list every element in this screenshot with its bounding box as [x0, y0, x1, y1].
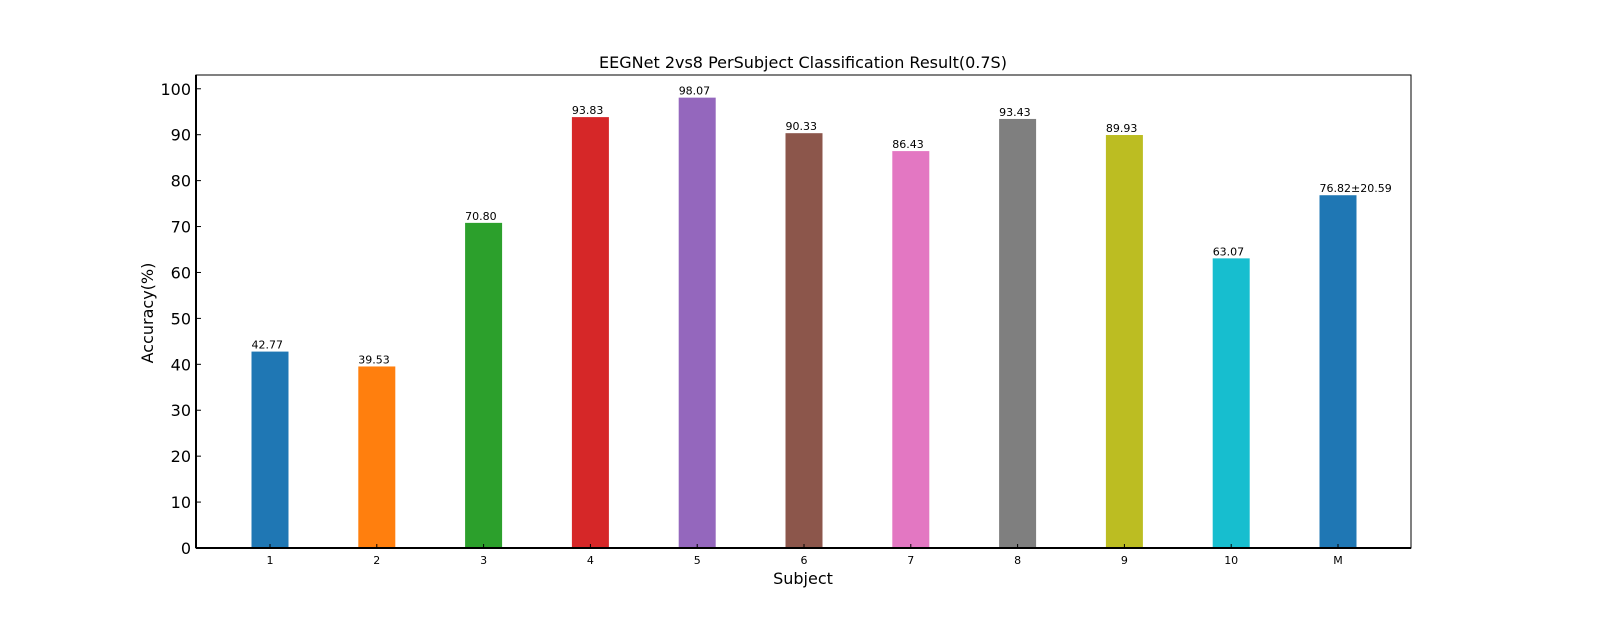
bar-subject-8 [999, 118, 1037, 549]
bar-value-label: 89.93 [1106, 122, 1138, 135]
bar-subject-9 [1105, 135, 1143, 548]
bar-value-label: 39.53 [358, 353, 390, 366]
x-tick-label: 9 [1121, 554, 1128, 567]
bar-subject-6 [785, 133, 823, 548]
bar-value-label: 93.43 [999, 106, 1031, 119]
y-tick-label: 90 [171, 126, 191, 145]
bar-subject-2 [358, 366, 396, 548]
y-axis: 0 10 20 30 40 50 60 70 80 90 100 [160, 80, 201, 558]
x-tick-label: 7 [907, 554, 914, 567]
y-tick-label: 100 [160, 80, 191, 99]
x-tick-label: 3 [480, 554, 487, 567]
bar-value-label: 76.82±20.59 [1320, 182, 1392, 195]
bar-subject-M [1319, 195, 1357, 548]
y-tick-label: 0 [181, 539, 191, 558]
x-tick-label: M [1333, 554, 1343, 567]
bar-value-label: 63.07 [1213, 245, 1245, 258]
bar-subject-3 [465, 222, 503, 548]
bar-subject-4 [571, 117, 609, 548]
x-tick-label: 8 [1014, 554, 1021, 567]
bar-subject-10 [1212, 258, 1250, 548]
x-tick-label: 10 [1224, 554, 1238, 567]
y-tick-label: 30 [171, 401, 191, 420]
bar-subject-1 [251, 351, 289, 548]
bar-value-label: 70.80 [465, 210, 497, 223]
y-tick-label: 20 [171, 447, 191, 466]
y-tick-label: 60 [171, 263, 191, 282]
x-tick-label: 2 [373, 554, 380, 567]
y-tick-label: 40 [171, 355, 191, 374]
x-axis-label: Subject [773, 569, 833, 588]
y-axis-label: Accuracy(%) [138, 263, 157, 364]
bar-value-label: 42.77 [252, 339, 284, 352]
bar-subject-5 [678, 97, 716, 548]
x-tick-label: 6 [801, 554, 808, 567]
bar-subject-7 [892, 151, 930, 548]
x-tick-label: 5 [694, 554, 701, 567]
y-tick-label: 80 [171, 172, 191, 191]
y-tick-label: 70 [171, 218, 191, 237]
bar-value-label: 90.33 [786, 120, 818, 133]
x-tick-label: 4 [587, 554, 594, 567]
y-tick-label: 50 [171, 309, 191, 328]
bar-value-label: 86.43 [892, 138, 924, 151]
chart-title: EEGNet 2vs8 PerSubject Classification Re… [599, 53, 1007, 72]
bar-value-label: 93.83 [572, 104, 604, 117]
bar-value-label: 98.07 [679, 85, 711, 98]
x-tick-label: 1 [267, 554, 274, 567]
bars-group: 42.77 39.53 70.80 93.83 98.07 90.33 86.43 93.43… [251, 85, 1392, 549]
y-tick-label: 10 [171, 493, 191, 512]
